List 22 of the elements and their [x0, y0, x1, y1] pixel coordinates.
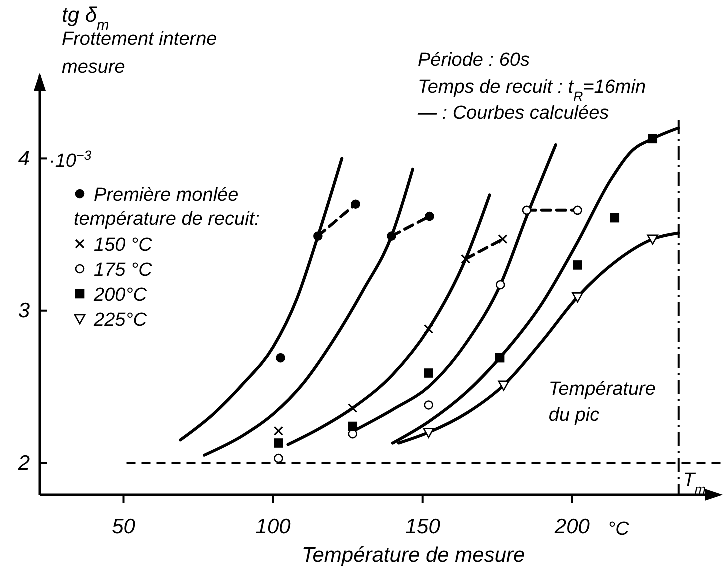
- annotation: ·10$^{−3}$: [49, 148, 92, 172]
- x-tick-label: 100: [256, 515, 292, 538]
- annotation: — : Courbes calculées: [417, 103, 610, 124]
- text: °C: [608, 519, 630, 540]
- legend-label: Première monlée: [94, 185, 239, 206]
- x-tick-label: 50: [112, 515, 136, 538]
- x-tick-label: 200: [554, 515, 590, 538]
- annotation: Temps de recuit : t$_{R}$=16min: [418, 77, 646, 104]
- annotation: T$_{m}$: [683, 470, 706, 496]
- y-tick-label: 4: [18, 147, 30, 170]
- x-tick-label: 150: [405, 515, 441, 538]
- y-tick-label: 2: [17, 452, 30, 475]
- x-axis-title: Température de mesure: [302, 544, 526, 567]
- text: Période : 60s: [418, 50, 530, 71]
- legend-label: 175 °C: [94, 260, 153, 281]
- legend-label: 150 °C: [94, 235, 153, 256]
- legend-label: 200°C: [93, 285, 148, 306]
- y-tick-label: 3: [18, 300, 30, 323]
- ref-line-label: Température du pic: [548, 379, 656, 426]
- annotation: Frottement interne mesure: [62, 29, 218, 78]
- legend-label: 225°C: [93, 310, 148, 331]
- legend-title: température de recuit:: [74, 209, 260, 230]
